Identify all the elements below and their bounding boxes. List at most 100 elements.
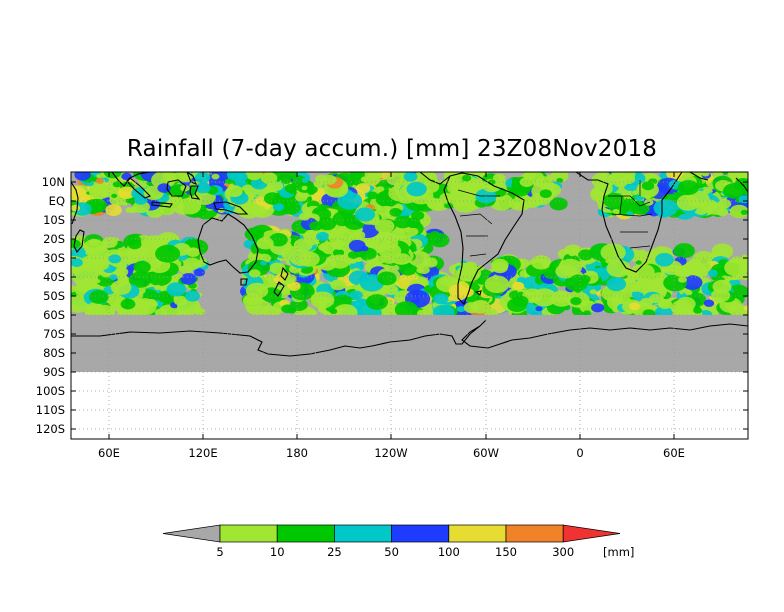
rain-cell xyxy=(109,274,118,281)
falklands-coastline xyxy=(474,290,482,296)
rain-cell xyxy=(677,180,699,196)
rain-cell xyxy=(280,176,292,184)
rain-cell xyxy=(295,192,308,202)
rain-cell xyxy=(629,302,640,311)
lon-tick-label: 60E xyxy=(98,446,120,460)
lat-tick-label: 90S xyxy=(43,365,65,379)
rain-cell xyxy=(624,198,635,206)
rain-cell xyxy=(293,238,313,252)
rain-cell xyxy=(298,251,320,267)
rain-cell xyxy=(462,174,472,182)
rain-cell xyxy=(447,176,461,186)
lon-tick-label: 60E xyxy=(663,446,685,460)
rain-cell xyxy=(612,208,620,215)
rain-cell xyxy=(226,185,243,198)
sulawesi-coastline xyxy=(189,185,201,200)
south-america-coastline xyxy=(443,172,525,305)
lat-tick-label: 10S xyxy=(43,213,65,227)
rain-cell xyxy=(740,209,748,215)
sumatra-coastline xyxy=(126,177,151,199)
rain-cell xyxy=(87,198,108,213)
rain-cell xyxy=(658,299,673,310)
rain-cell xyxy=(393,215,412,229)
rain-cell xyxy=(166,282,187,297)
colorbar-below-triangle xyxy=(162,524,221,543)
rain-cell xyxy=(594,286,602,291)
rainfall-field xyxy=(71,172,748,372)
rain-cell xyxy=(558,258,583,276)
rain-cell xyxy=(717,199,732,209)
rain-cell xyxy=(676,296,696,311)
rain-cell xyxy=(283,287,291,293)
colorbar-label: 150 xyxy=(495,545,517,559)
rain-cell xyxy=(564,274,589,292)
lon-tick-label: 120W xyxy=(374,446,407,460)
rain-cell xyxy=(89,290,109,304)
rain-cell xyxy=(682,275,703,290)
rain-cell xyxy=(629,284,641,292)
rain-cell xyxy=(180,273,197,285)
plot-frame xyxy=(70,171,749,440)
rain-cell xyxy=(211,173,220,180)
rain-cell xyxy=(288,188,297,195)
rain-cell xyxy=(716,208,729,217)
rain-cell xyxy=(118,186,136,199)
lat-tick-label: 20S xyxy=(43,232,65,246)
rain-cell xyxy=(539,189,552,198)
rain-cell xyxy=(249,269,261,278)
rain-cell xyxy=(105,204,122,217)
lat-tick-label: 120S xyxy=(36,422,65,436)
rain-cell xyxy=(184,290,200,302)
rain-cell xyxy=(606,259,631,278)
rain-cell xyxy=(591,303,605,313)
rain-cell xyxy=(389,207,402,217)
rain-cell xyxy=(655,253,674,267)
rain-cell xyxy=(71,285,77,293)
rain-cell xyxy=(332,211,354,227)
lon-tick-label: 60W xyxy=(473,446,499,460)
colorbar-unit: [mm] xyxy=(603,545,634,559)
rain-cell xyxy=(405,227,419,237)
rain-cell xyxy=(568,250,576,257)
rain-cell xyxy=(177,298,201,316)
rain-cell xyxy=(456,264,482,282)
rain-cell xyxy=(299,212,311,221)
rain-cell xyxy=(108,254,122,264)
rain-cell xyxy=(317,217,337,231)
rain-cell xyxy=(578,249,594,261)
rain-cell xyxy=(110,280,132,295)
rain-cell xyxy=(71,258,83,267)
rain-cell xyxy=(95,178,104,184)
rain-cell xyxy=(594,182,613,196)
rain-cell xyxy=(484,275,510,294)
rain-cell xyxy=(337,191,363,210)
coastlines xyxy=(71,172,748,357)
rain-cell xyxy=(519,177,534,187)
grid-lines xyxy=(71,172,748,439)
rain-cell xyxy=(531,255,552,270)
rain-cell xyxy=(193,268,205,277)
rain-cell xyxy=(456,306,466,313)
colorbar-segment xyxy=(334,524,392,543)
rain-cell xyxy=(127,239,142,250)
rain-cell xyxy=(631,190,639,195)
south-america-borders xyxy=(457,189,500,257)
rain-cell xyxy=(323,174,337,185)
lat-tick-label: 70S xyxy=(43,327,65,341)
colorbar-label: 50 xyxy=(384,545,399,559)
colorbar-segment xyxy=(505,524,564,543)
java-coastline xyxy=(151,201,173,208)
rain-cell xyxy=(374,219,395,234)
chart-title: Rainfall (7-day accum.) [mm] 23Z08Nov201… xyxy=(126,136,658,162)
rain-cell xyxy=(492,262,508,274)
rain-cell xyxy=(635,260,642,265)
rain-cell xyxy=(114,267,129,277)
rain-cell xyxy=(103,172,122,179)
rain-cell xyxy=(386,173,404,186)
rain-cell xyxy=(640,297,653,307)
lat-tick-label: 110S xyxy=(36,403,65,417)
madagascar-coastline xyxy=(73,229,85,253)
rain-cell xyxy=(128,255,139,263)
lon-tick-label: 120E xyxy=(188,446,217,460)
